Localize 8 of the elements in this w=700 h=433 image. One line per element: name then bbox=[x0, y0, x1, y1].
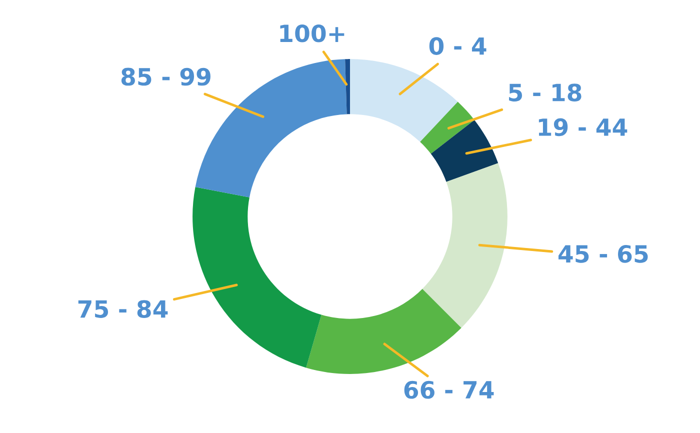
slice-label: 45 - 65 bbox=[558, 245, 648, 263]
slice-label: 0 - 4 bbox=[429, 37, 486, 55]
slice-label: 66 - 74 bbox=[404, 380, 494, 399]
slice-label: 5 - 18 bbox=[509, 84, 582, 102]
slice-label: 75 - 84 bbox=[78, 300, 168, 318]
slice-label: 19 - 44 bbox=[538, 118, 628, 136]
slice-label: 100+ bbox=[280, 24, 344, 42]
slice-label: 85 - 99 bbox=[121, 68, 210, 86]
